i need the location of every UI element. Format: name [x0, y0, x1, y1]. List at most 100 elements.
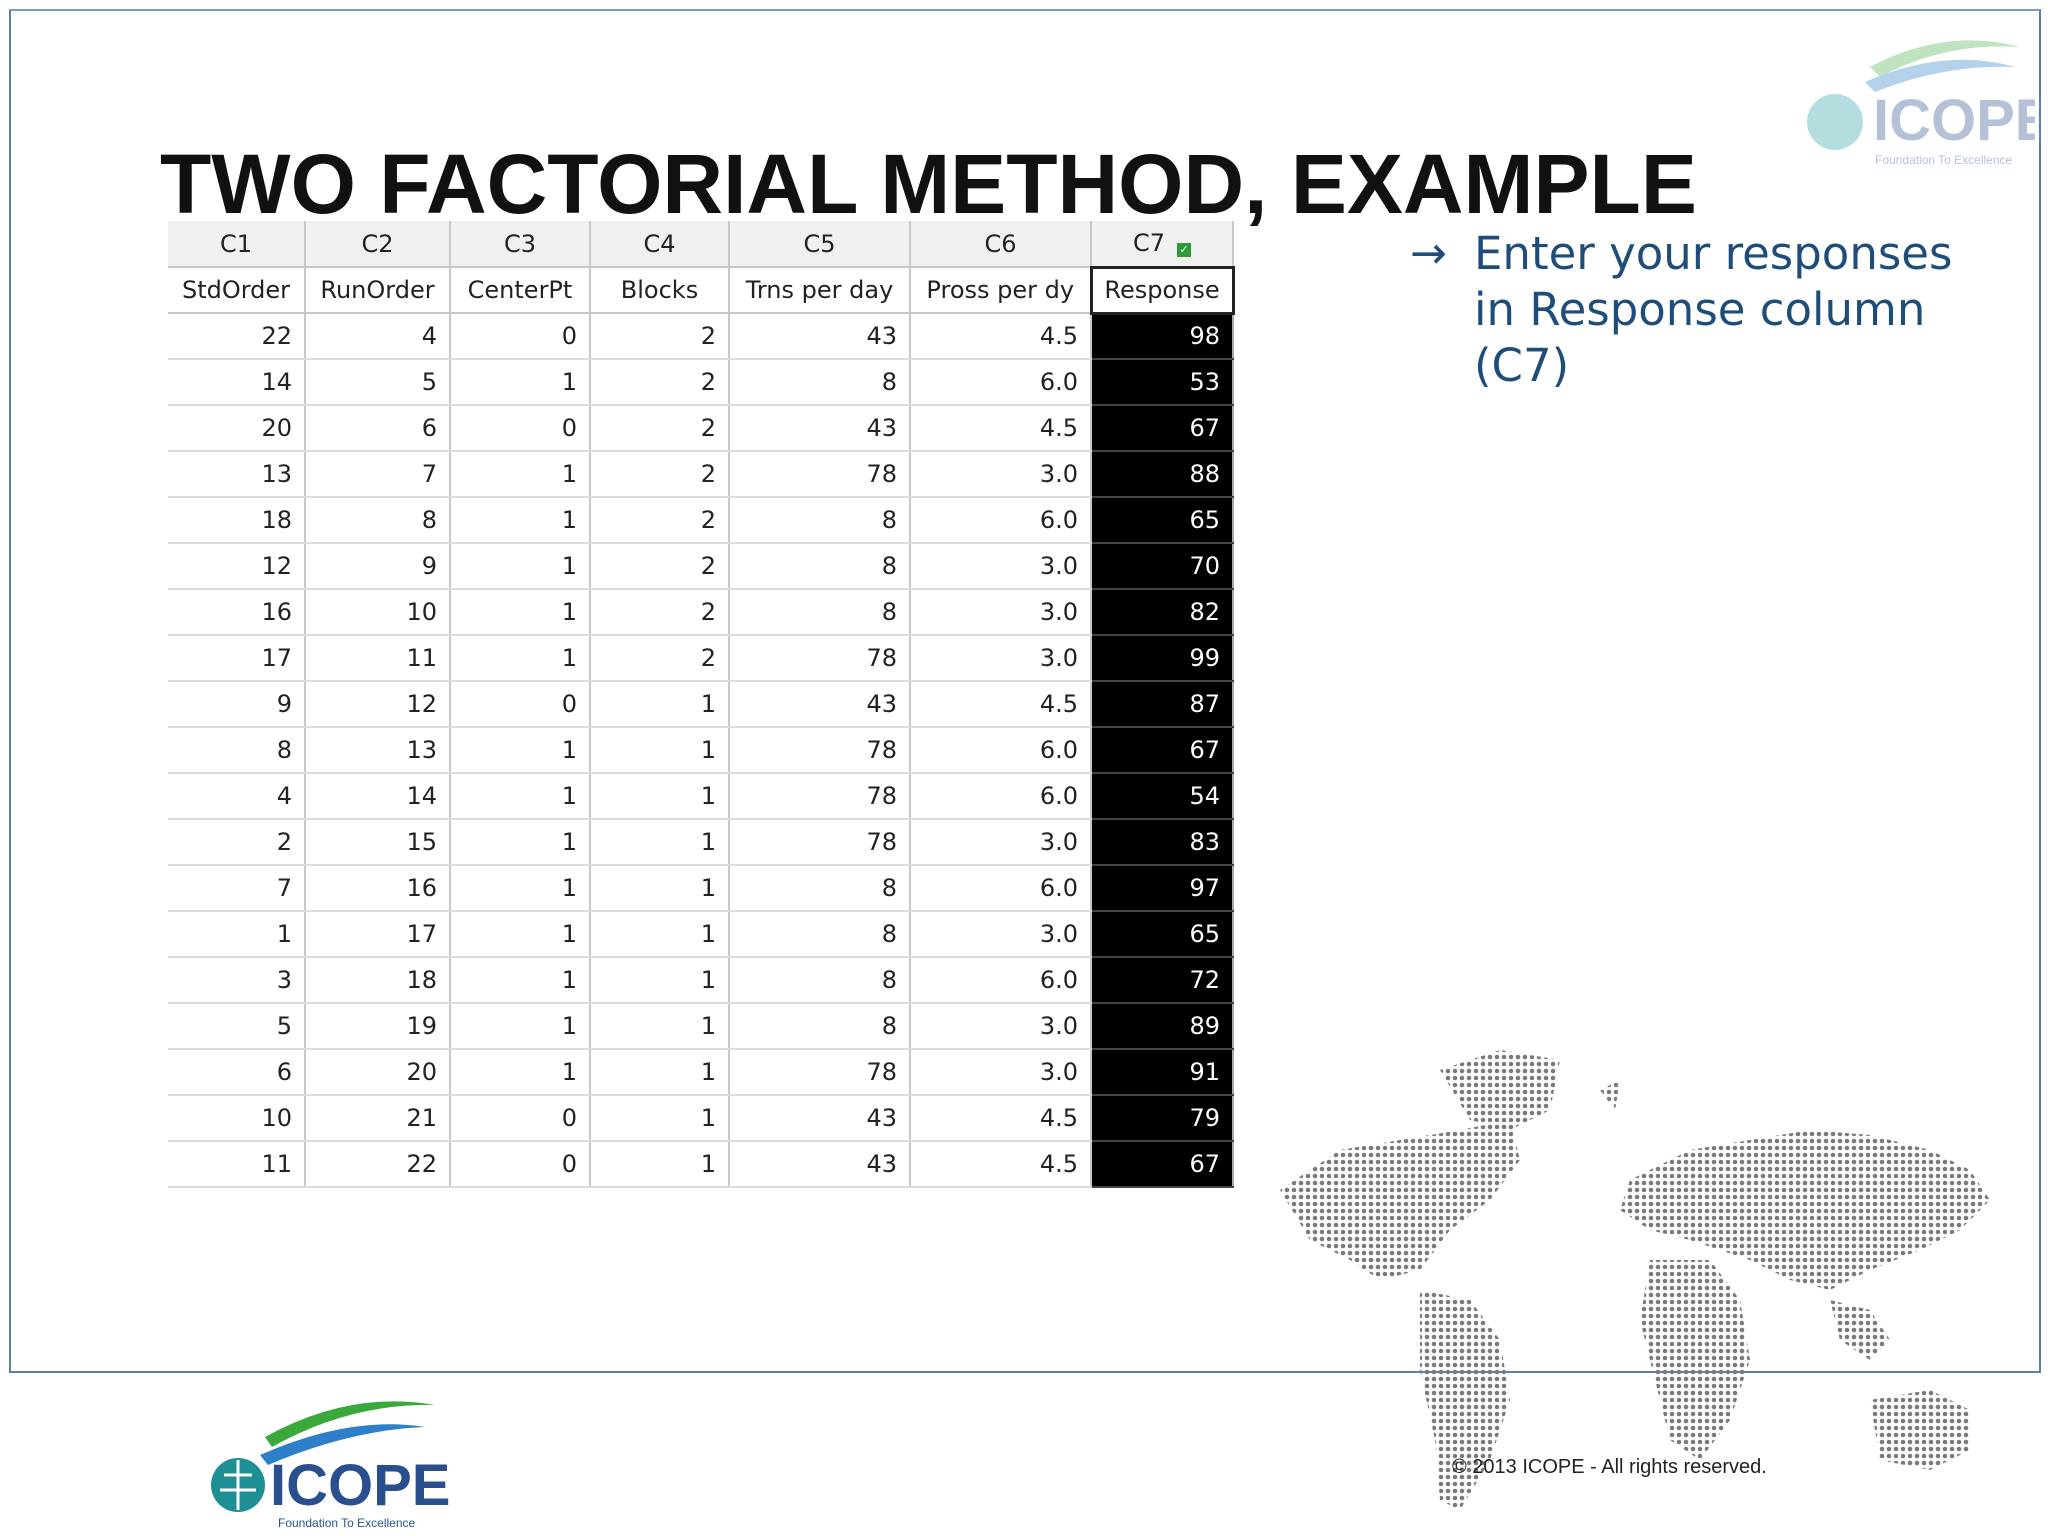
table-cell[interactable]: 1 [450, 451, 591, 498]
table-cell[interactable]: 2 [168, 819, 306, 866]
table-cell[interactable]: 1 [450, 957, 591, 1004]
response-cell[interactable]: 87 [1091, 681, 1234, 728]
table-cell[interactable]: 78 [729, 1049, 911, 1096]
response-cell[interactable]: 79 [1091, 1095, 1234, 1142]
response-cell[interactable]: 53 [1091, 359, 1234, 406]
table-cell[interactable]: 2 [590, 497, 730, 544]
table-cell[interactable]: 4.5 [910, 1141, 1092, 1188]
table-cell[interactable]: 4.5 [910, 681, 1092, 728]
table-cell[interactable]: 11 [305, 635, 451, 682]
table-cell[interactable]: 2 [590, 313, 730, 360]
table-cell[interactable]: 13 [305, 727, 451, 774]
table-cell[interactable]: 10 [168, 1095, 306, 1142]
table-cell[interactable]: 2 [590, 451, 730, 498]
table-cell[interactable]: 0 [450, 405, 591, 452]
table-cell[interactable]: 0 [450, 313, 591, 360]
table-cell[interactable]: 7 [168, 865, 306, 912]
table-cell[interactable]: 1 [590, 773, 730, 820]
table-cell[interactable]: 18 [305, 957, 451, 1004]
table-cell[interactable]: 4.5 [910, 405, 1092, 452]
column-id-c5[interactable]: C5 [729, 221, 911, 268]
response-cell[interactable]: 65 [1091, 911, 1234, 958]
column-name-6[interactable]: Pross per dy [910, 267, 1092, 314]
table-cell[interactable]: 14 [168, 359, 306, 406]
table-cell[interactable]: 19 [305, 1003, 451, 1050]
response-cell[interactable]: 83 [1091, 819, 1234, 866]
table-cell[interactable]: 1 [590, 1095, 730, 1142]
table-cell[interactable]: 43 [729, 1095, 911, 1142]
table-cell[interactable]: 15 [305, 819, 451, 866]
response-cell[interactable]: 72 [1091, 957, 1234, 1004]
table-cell[interactable]: 6.0 [910, 359, 1092, 406]
table-cell[interactable]: 78 [729, 727, 911, 774]
table-cell[interactable]: 1 [590, 819, 730, 866]
table-cell[interactable]: 2 [590, 405, 730, 452]
column-name-4[interactable]: Blocks [590, 267, 730, 314]
table-cell[interactable]: 78 [729, 819, 911, 866]
table-cell[interactable]: 12 [168, 543, 306, 590]
table-cell[interactable]: 8 [729, 1003, 911, 1050]
column-name-1[interactable]: StdOrder [168, 267, 306, 314]
table-cell[interactable]: 7 [305, 451, 451, 498]
table-cell[interactable]: 6.0 [910, 773, 1092, 820]
table-cell[interactable]: 1 [450, 819, 591, 866]
response-cell[interactable]: 88 [1091, 451, 1234, 498]
table-cell[interactable]: 2 [590, 359, 730, 406]
table-cell[interactable]: 1 [590, 1003, 730, 1050]
response-cell[interactable]: 98 [1091, 313, 1234, 360]
table-cell[interactable]: 1 [168, 911, 306, 958]
response-cell[interactable]: 97 [1091, 865, 1234, 912]
table-cell[interactable]: 5 [305, 359, 451, 406]
table-cell[interactable]: 1 [450, 911, 591, 958]
response-cell[interactable]: 89 [1091, 1003, 1234, 1050]
table-cell[interactable]: 43 [729, 681, 911, 728]
table-cell[interactable]: 8 [729, 359, 911, 406]
table-cell[interactable]: 9 [168, 681, 306, 728]
table-cell[interactable]: 1 [450, 589, 591, 636]
table-cell[interactable]: 8 [168, 727, 306, 774]
response-cell[interactable]: 67 [1091, 405, 1234, 452]
column-name-3[interactable]: CenterPt [450, 267, 591, 314]
column-id-c1[interactable]: C1 [168, 221, 306, 268]
table-cell[interactable]: 2 [590, 543, 730, 590]
table-cell[interactable]: 1 [450, 1049, 591, 1096]
table-cell[interactable]: 16 [168, 589, 306, 636]
table-cell[interactable]: 3.0 [910, 451, 1092, 498]
table-cell[interactable]: 43 [729, 313, 911, 360]
table-cell[interactable]: 0 [450, 1141, 591, 1188]
table-cell[interactable]: 1 [450, 727, 591, 774]
response-cell[interactable]: 99 [1091, 635, 1234, 682]
table-cell[interactable]: 20 [305, 1049, 451, 1096]
table-cell[interactable]: 4.5 [910, 313, 1092, 360]
table-cell[interactable]: 5 [168, 1003, 306, 1050]
table-cell[interactable]: 9 [305, 543, 451, 590]
table-cell[interactable]: 3 [168, 957, 306, 1004]
table-cell[interactable]: 6 [168, 1049, 306, 1096]
table-cell[interactable]: 4 [305, 313, 451, 360]
table-cell[interactable]: 1 [590, 1049, 730, 1096]
table-cell[interactable]: 1 [450, 1003, 591, 1050]
column-id-c2[interactable]: C2 [305, 221, 451, 268]
table-cell[interactable]: 1 [590, 911, 730, 958]
table-cell[interactable]: 17 [168, 635, 306, 682]
table-cell[interactable]: 78 [729, 635, 911, 682]
table-cell[interactable]: 11 [168, 1141, 306, 1188]
table-cell[interactable]: 6.0 [910, 497, 1092, 544]
table-cell[interactable]: 3.0 [910, 589, 1092, 636]
table-cell[interactable]: 18 [168, 497, 306, 544]
table-cell[interactable]: 8 [729, 957, 911, 1004]
table-cell[interactable]: 6.0 [910, 727, 1092, 774]
response-cell[interactable]: 67 [1091, 1141, 1234, 1188]
table-cell[interactable]: 13 [168, 451, 306, 498]
table-cell[interactable]: 1 [590, 957, 730, 1004]
table-cell[interactable]: 8 [305, 497, 451, 544]
table-cell[interactable]: 12 [305, 681, 451, 728]
table-cell[interactable]: 3.0 [910, 543, 1092, 590]
table-cell[interactable]: 1 [590, 865, 730, 912]
table-cell[interactable]: 8 [729, 589, 911, 636]
table-cell[interactable]: 3.0 [910, 819, 1092, 866]
table-cell[interactable]: 3.0 [910, 911, 1092, 958]
table-cell[interactable]: 1 [450, 635, 591, 682]
table-cell[interactable]: 3.0 [910, 1003, 1092, 1050]
table-cell[interactable]: 8 [729, 497, 911, 544]
